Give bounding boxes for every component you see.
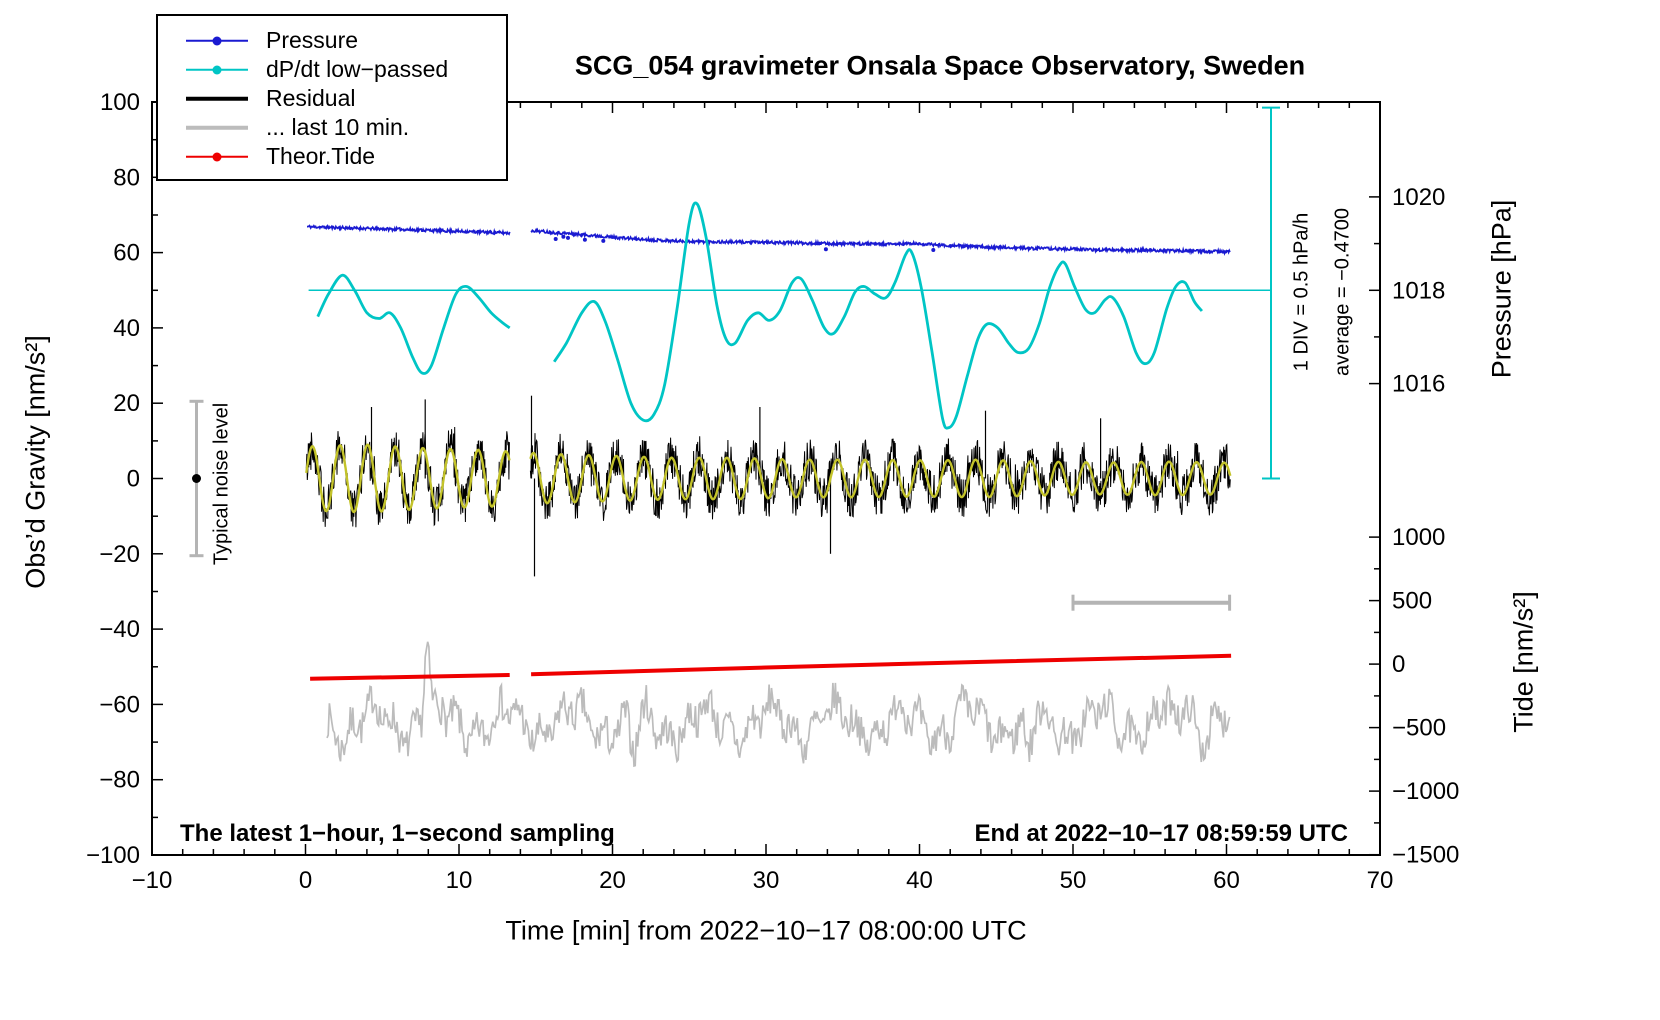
svg-text:−10: −10 [132,867,173,894]
svg-text:60: 60 [113,240,140,267]
legend-label: Pressure [266,27,359,53]
svg-text:1018: 1018 [1392,277,1445,304]
svg-text:−1500: −1500 [1392,842,1459,869]
svg-text:−100: −100 [86,842,140,869]
svg-text:50: 50 [1060,867,1087,894]
svg-text:80: 80 [113,164,140,191]
legend-label: ... last 10 min. [266,114,410,140]
y-axis-label-gravity: Obs’d Gravity [nm/s²] [20,335,51,589]
svg-text:30: 30 [753,867,780,894]
end-time-note: End at 2022−10−17 08:59:59 UTC [974,820,1348,847]
svg-text:70: 70 [1367,867,1394,894]
legend-item-dpdt: dP/dt low−passed [186,55,506,84]
last10-line-swatch [186,113,248,142]
y-axis-label-tide: Tide [nm/s²] [1508,591,1539,733]
residual-line-swatch [186,84,248,113]
svg-text:40: 40 [906,867,933,894]
noise-level-annotation: Typical noise level [210,402,233,566]
x-axis-label: Time [min] from 2022−10−17 08:00:00 UTC [505,915,1027,946]
svg-text:10: 10 [446,867,473,894]
svg-text:−20: −20 [99,541,140,568]
legend-item-residual: Residual [186,84,506,113]
svg-text:1016: 1016 [1392,371,1445,398]
legend-label: Theor.Tide [266,143,376,169]
legend: Pressure dP/dt low−passed Residual ... l… [156,14,508,181]
y-axis-label-pressure: Pressure [hPa] [1486,199,1517,379]
svg-text:−40: −40 [99,616,140,643]
svg-text:−60: −60 [99,691,140,718]
chart-title: SCG_054 gravimeter Onsala Space Observat… [574,50,1306,81]
svg-text:20: 20 [113,390,140,417]
svg-text:−1000: −1000 [1392,778,1459,805]
div-scale-annotation: 1 DIV = 0.5 hPa/h [1290,212,1313,372]
svg-text:0: 0 [127,466,140,493]
svg-text:1020: 1020 [1392,184,1445,211]
svg-text:40: 40 [113,315,140,342]
legend-item-theortide: Theor.Tide [186,142,506,171]
svg-text:500: 500 [1392,588,1432,615]
legend-item-pressure: Pressure [186,26,506,55]
sampling-note: The latest 1−hour, 1−second sampling [180,820,615,847]
svg-text:60: 60 [1213,867,1240,894]
average-annotation: average = −0.4700 [1331,208,1354,376]
svg-text:0: 0 [1392,651,1405,678]
legend-label: Residual [266,85,356,111]
svg-text:0: 0 [299,867,312,894]
svg-text:−80: −80 [99,767,140,794]
legend-label: dP/dt low−passed [266,56,449,82]
legend-item-last10: ... last 10 min. [186,113,506,142]
dpdt-line-swatch [186,55,248,84]
svg-text:−500: −500 [1392,715,1446,742]
svg-text:1000: 1000 [1392,524,1445,551]
svg-text:100: 100 [100,89,140,116]
svg-text:20: 20 [599,867,626,894]
pressure-line-swatch [186,26,248,55]
theortide-line-swatch [186,142,248,171]
